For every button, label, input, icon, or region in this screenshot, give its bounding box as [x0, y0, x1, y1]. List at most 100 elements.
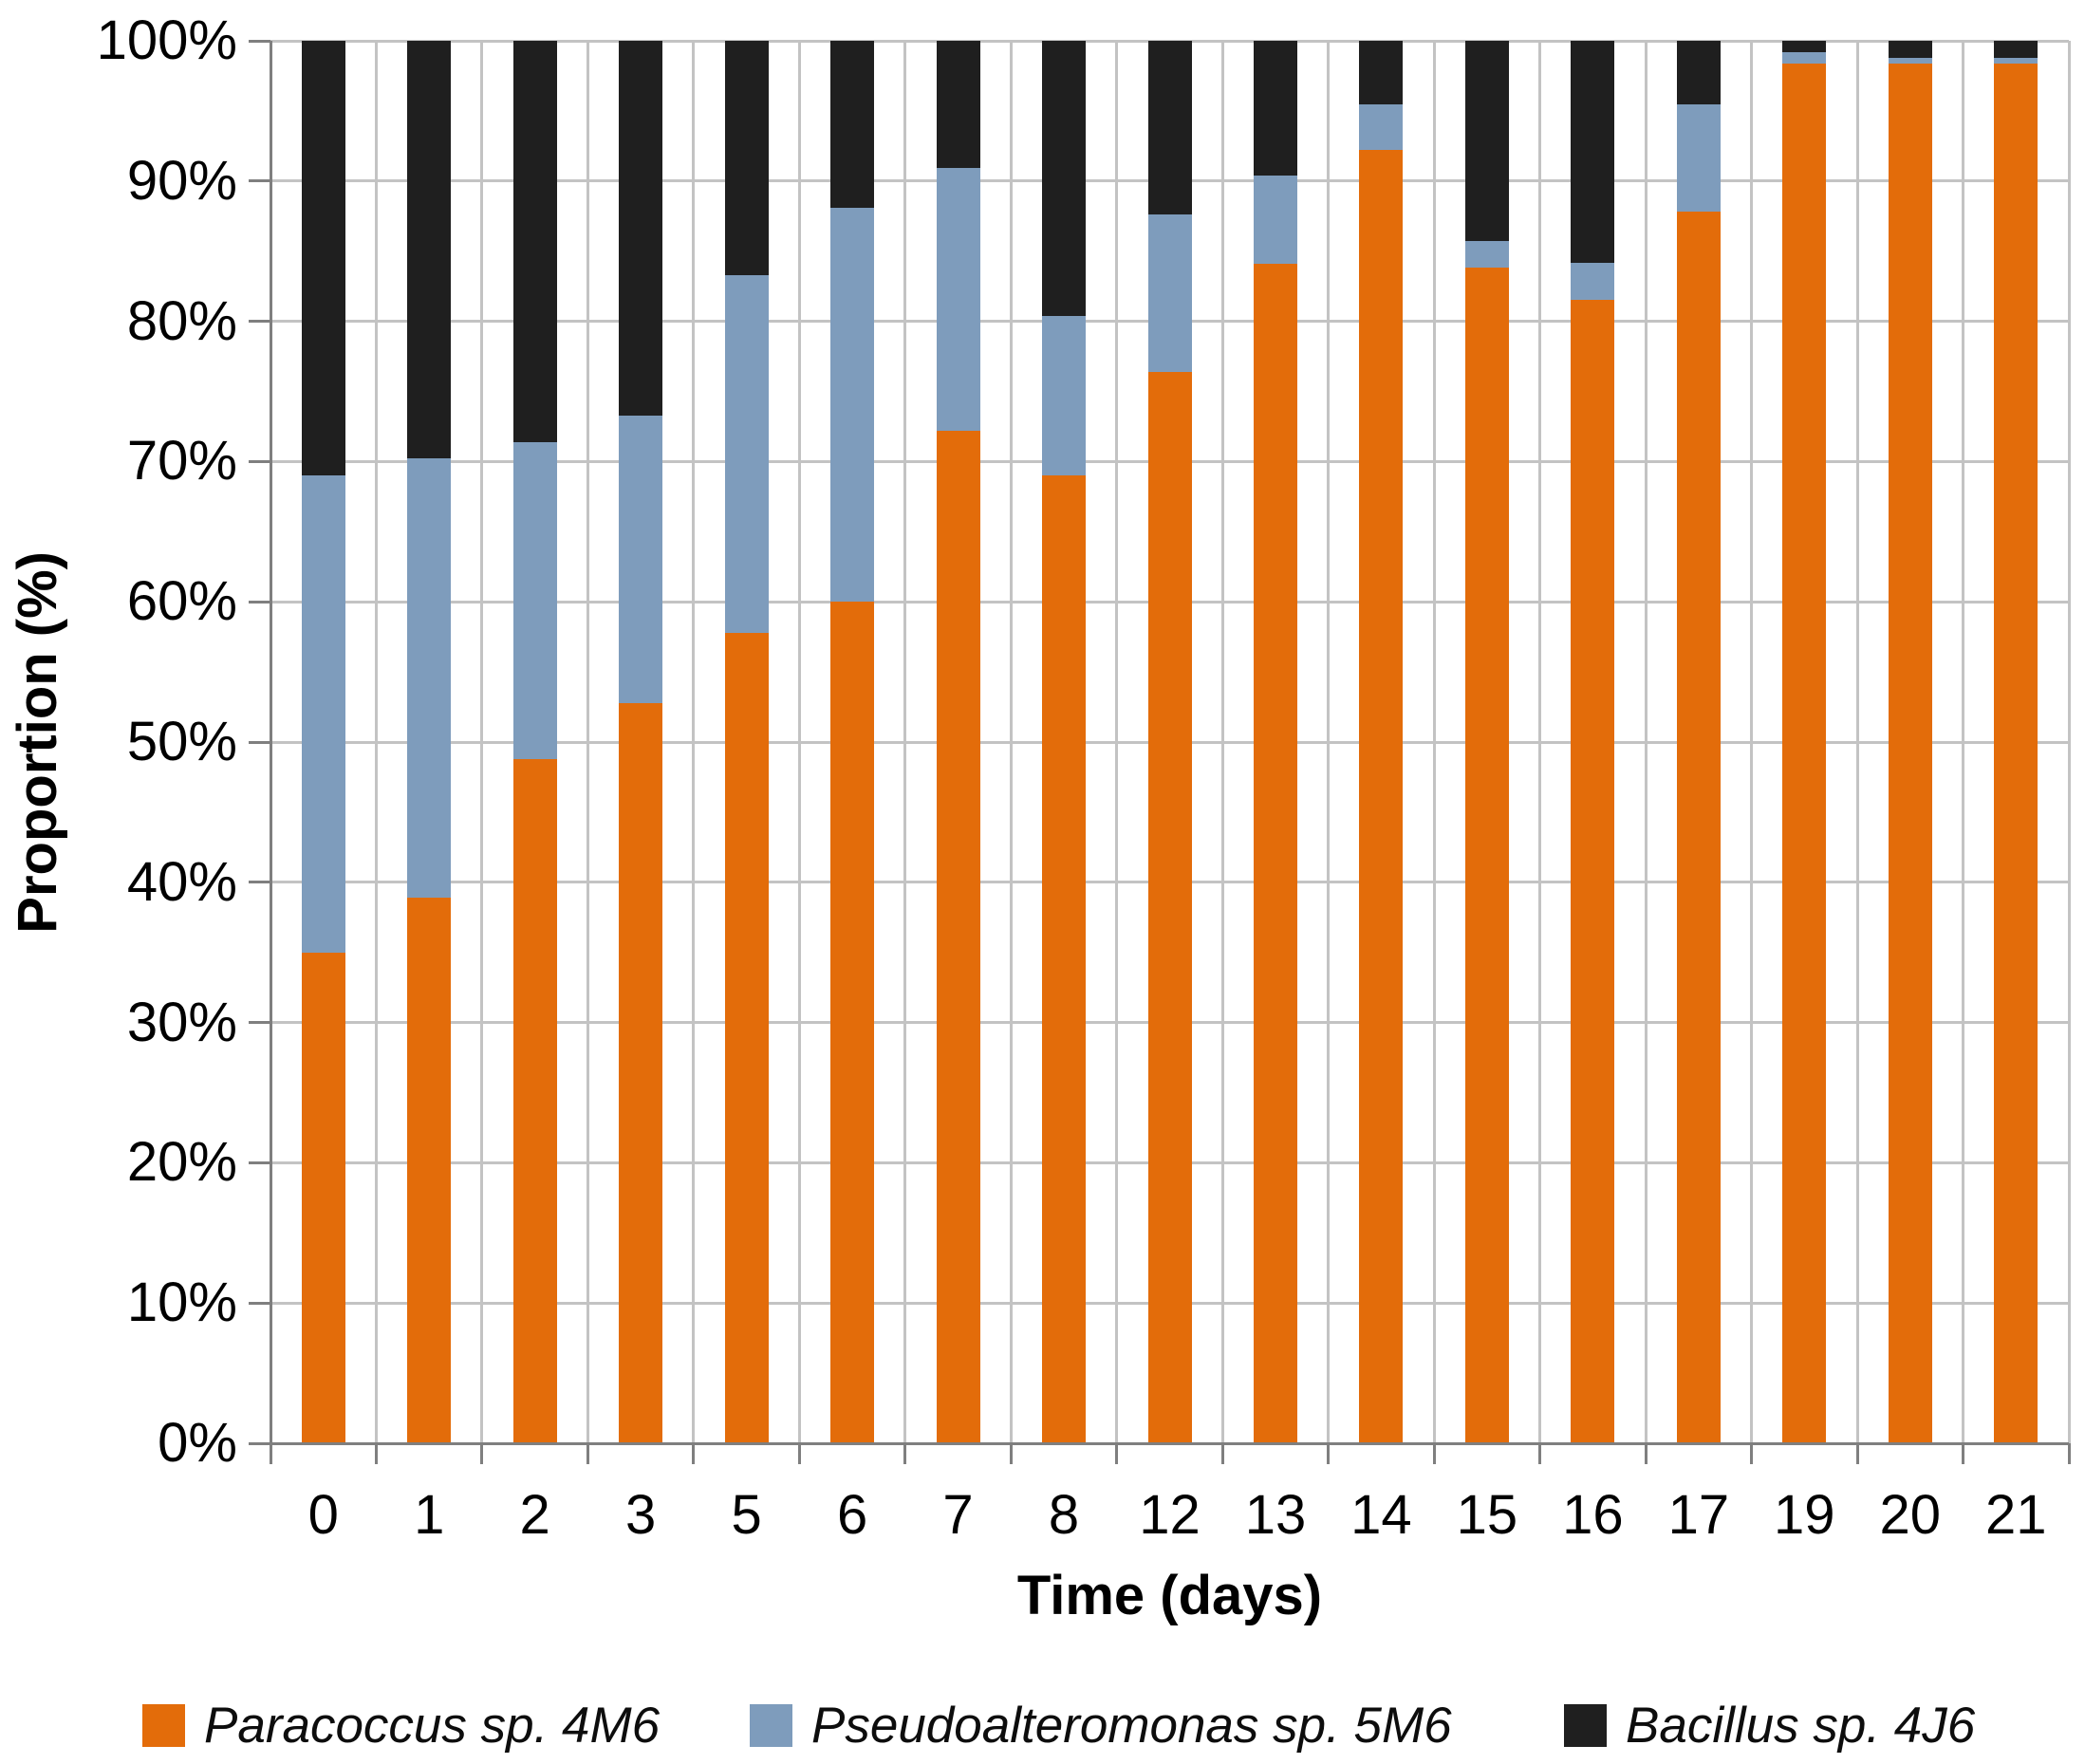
- x-tick-label: 14: [1350, 1484, 1412, 1546]
- x-axis-tick: [797, 1443, 801, 1464]
- vertical-gridline: [1327, 41, 1331, 1443]
- legend-swatch-pseudoalteromonas-sp-5m6: [750, 1703, 792, 1747]
- x-axis-tick: [903, 1443, 907, 1464]
- y-axis-tick: [249, 179, 270, 183]
- y-tick-label: 70%: [126, 430, 237, 492]
- vertical-gridline: [1538, 41, 1542, 1443]
- legend-item-bacillus-sp-4j6: Bacillus sp. 4J6: [1564, 1697, 1975, 1754]
- x-axis-tick: [1855, 1443, 1859, 1464]
- bar-segment-paracoccus-sp-4m6: [1676, 212, 1721, 1443]
- bar-segment-pseudoalteromonas-sp-5m6: [1676, 103, 1721, 213]
- bar-segment-paracoccus-sp-4m6: [724, 632, 769, 1443]
- y-tick-label: 10%: [126, 1272, 237, 1334]
- bar-segment-paracoccus-sp-4m6: [512, 758, 557, 1443]
- y-axis-tick: [249, 600, 270, 603]
- bar-segment-bacillus-sp-4j6: [1253, 41, 1297, 176]
- bar-segment-paracoccus-sp-4m6: [1464, 268, 1509, 1443]
- bar-segment-bacillus-sp-4j6: [512, 41, 557, 442]
- bar-segment-pseudoalteromonas-sp-5m6: [1147, 214, 1192, 372]
- y-axis-tick: [249, 459, 270, 463]
- vertical-gridline: [797, 41, 801, 1443]
- bar-segment-paracoccus-sp-4m6: [1888, 63, 1932, 1443]
- vertical-gridline: [374, 41, 378, 1443]
- x-tick-label: 0: [307, 1484, 339, 1546]
- x-axis-tick: [1538, 1443, 1542, 1464]
- x-axis-tick: [1009, 1443, 1013, 1464]
- x-tick-label: 21: [1984, 1484, 2047, 1546]
- bar-segment-bacillus-sp-4j6: [1994, 41, 2038, 58]
- y-axis-tick: [249, 740, 270, 744]
- vertical-gridline: [903, 41, 907, 1443]
- bar-segment-bacillus-sp-4j6: [1888, 41, 1932, 58]
- legend-item-pseudoalteromonas-sp-5m6: Pseudoalteromonas sp. 5M6: [750, 1697, 1452, 1754]
- vertical-gridline: [1009, 41, 1013, 1443]
- bar-segment-paracoccus-sp-4m6: [1571, 300, 1615, 1443]
- x-tick-label: 13: [1244, 1484, 1307, 1546]
- bar-segment-paracoccus-sp-4m6: [830, 602, 875, 1443]
- vertical-gridline: [480, 41, 484, 1443]
- x-axis-tick: [374, 1443, 378, 1464]
- bar-segment-pseudoalteromonas-sp-5m6: [1464, 241, 1509, 269]
- x-tick-label: 19: [1774, 1484, 1835, 1546]
- x-tick-label: 20: [1879, 1484, 1942, 1546]
- bar-segment-bacillus-sp-4j6: [619, 41, 663, 416]
- x-tick-label: 1: [414, 1484, 445, 1546]
- y-tick-label: 90%: [126, 149, 237, 212]
- legend-item-paracoccus-sp-4m6: Paracoccus sp. 4M6: [142, 1697, 660, 1754]
- bar-segment-paracoccus-sp-4m6: [1042, 475, 1087, 1443]
- x-tick-label: 2: [519, 1484, 550, 1546]
- legend-label-paracoccus-sp-4m6: Paracoccus sp. 4M6: [204, 1697, 661, 1754]
- bar-segment-paracoccus-sp-4m6: [1253, 264, 1297, 1443]
- y-tick-label: 60%: [126, 570, 237, 633]
- bar-segment-bacillus-sp-4j6: [830, 41, 875, 208]
- bar-segment-paracoccus-sp-4m6: [619, 702, 663, 1443]
- vertical-gridline: [1750, 41, 1754, 1443]
- bar-segment-pseudoalteromonas-sp-5m6: [407, 458, 452, 899]
- bar-segment-pseudoalteromonas-sp-5m6: [512, 441, 557, 759]
- x-tick-label: 12: [1139, 1484, 1201, 1546]
- x-tick-label: 17: [1667, 1484, 1730, 1546]
- bar-segment-pseudoalteromonas-sp-5m6: [1042, 315, 1087, 476]
- bar-segment-pseudoalteromonas-sp-5m6: [1782, 51, 1827, 64]
- x-tick-label: 6: [836, 1484, 868, 1546]
- bar-segment-pseudoalteromonas-sp-5m6: [1888, 57, 1932, 64]
- bar-segment-paracoccus-sp-4m6: [1359, 150, 1404, 1443]
- y-tick-label: 30%: [126, 991, 237, 1053]
- vertical-gridline: [1432, 41, 1436, 1443]
- x-tick-label: 5: [731, 1484, 762, 1546]
- vertical-gridline: [692, 41, 696, 1443]
- bar-segment-bacillus-sp-4j6: [407, 41, 452, 459]
- x-axis-tick: [480, 1443, 484, 1464]
- legend-swatch-paracoccus-sp-4m6: [142, 1703, 185, 1747]
- bar-segment-paracoccus-sp-4m6: [1994, 63, 2038, 1443]
- bar-segment-paracoccus-sp-4m6: [1147, 371, 1192, 1443]
- x-tick-label: 3: [625, 1484, 657, 1546]
- bar-segment-bacillus-sp-4j6: [936, 41, 980, 169]
- bar-segment-paracoccus-sp-4m6: [301, 952, 345, 1443]
- bar-segment-pseudoalteromonas-sp-5m6: [1994, 57, 2038, 64]
- bar-segment-pseudoalteromonas-sp-5m6: [1571, 262, 1615, 301]
- bar-segment-bacillus-sp-4j6: [1571, 41, 1615, 263]
- y-axis-line: [269, 41, 272, 1464]
- x-axis-tick: [1962, 1443, 1965, 1464]
- y-axis-tick: [249, 1021, 270, 1025]
- bar-segment-bacillus-sp-4j6: [1464, 41, 1509, 242]
- legend-swatch-bacillus-sp-4j6: [1564, 1703, 1607, 1747]
- x-tick-label: 8: [1048, 1484, 1080, 1546]
- y-axis-tick: [249, 881, 270, 884]
- y-axis-tick: [249, 1161, 270, 1164]
- x-tick-label: 16: [1562, 1484, 1624, 1546]
- vertical-gridline: [1644, 41, 1648, 1443]
- vertical-gridline: [1220, 41, 1224, 1443]
- bar-segment-bacillus-sp-4j6: [1676, 41, 1721, 104]
- y-tick-label: 0%: [158, 1412, 237, 1474]
- y-tick-label: 40%: [126, 850, 237, 913]
- vertical-gridline: [1855, 41, 1859, 1443]
- bar-segment-pseudoalteromonas-sp-5m6: [724, 274, 769, 633]
- x-axis-tick: [1750, 1443, 1754, 1464]
- bar-segment-paracoccus-sp-4m6: [407, 898, 452, 1443]
- vertical-gridline: [586, 41, 589, 1443]
- x-axis-tick: [1327, 1443, 1331, 1464]
- x-axis-tick: [692, 1443, 696, 1464]
